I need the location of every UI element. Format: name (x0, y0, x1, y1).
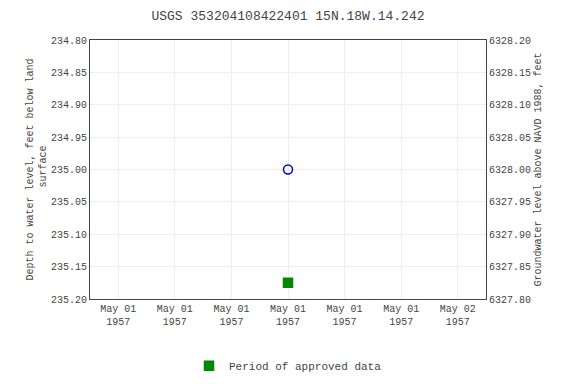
svg-text:May 021957: May 021957 (440, 304, 476, 328)
svg-text:May 011957: May 011957 (383, 304, 419, 328)
svg-text:6328.15: 6328.15 (489, 68, 531, 79)
svg-text:6328.00: 6328.00 (489, 165, 531, 176)
svg-text:Depth to water level, feet bel: Depth to water level, feet below land su… (25, 58, 49, 280)
svg-text:Period of approved data: Period of approved data (229, 361, 381, 373)
svg-text:6327.95: 6327.95 (489, 197, 531, 208)
svg-text:234.85: 234.85 (51, 68, 87, 79)
svg-text:6327.80: 6327.80 (489, 295, 531, 306)
svg-text:6328.05: 6328.05 (489, 133, 531, 144)
svg-text:235.20: 235.20 (51, 295, 87, 306)
svg-text:May 011957: May 011957 (213, 304, 249, 328)
svg-text:235.10: 235.10 (51, 230, 87, 241)
svg-text:6327.85: 6327.85 (489, 262, 531, 273)
svg-text:6328.20: 6328.20 (489, 36, 531, 47)
svg-text:234.95: 234.95 (51, 133, 87, 144)
svg-text:May 011957: May 011957 (270, 304, 306, 328)
svg-text:May 011957: May 011957 (100, 304, 136, 328)
svg-text:235.00: 235.00 (51, 165, 87, 176)
svg-text:234.80: 234.80 (51, 36, 87, 47)
svg-text:234.90: 234.90 (51, 100, 87, 111)
svg-text:6327.90: 6327.90 (489, 230, 531, 241)
svg-text:235.05: 235.05 (51, 197, 87, 208)
svg-text:May 011957: May 011957 (327, 304, 363, 328)
svg-text:235.15: 235.15 (51, 262, 87, 273)
svg-text:May 011957: May 011957 (157, 304, 193, 328)
svg-text:USGS 353204108422401 15N.18W.1: USGS 353204108422401 15N.18W.14.242 (151, 9, 424, 24)
svg-text:6328.10: 6328.10 (489, 100, 531, 111)
svg-text:Groundwater level above NAVD 1: Groundwater level above NAVD 1988, feet (533, 52, 544, 286)
